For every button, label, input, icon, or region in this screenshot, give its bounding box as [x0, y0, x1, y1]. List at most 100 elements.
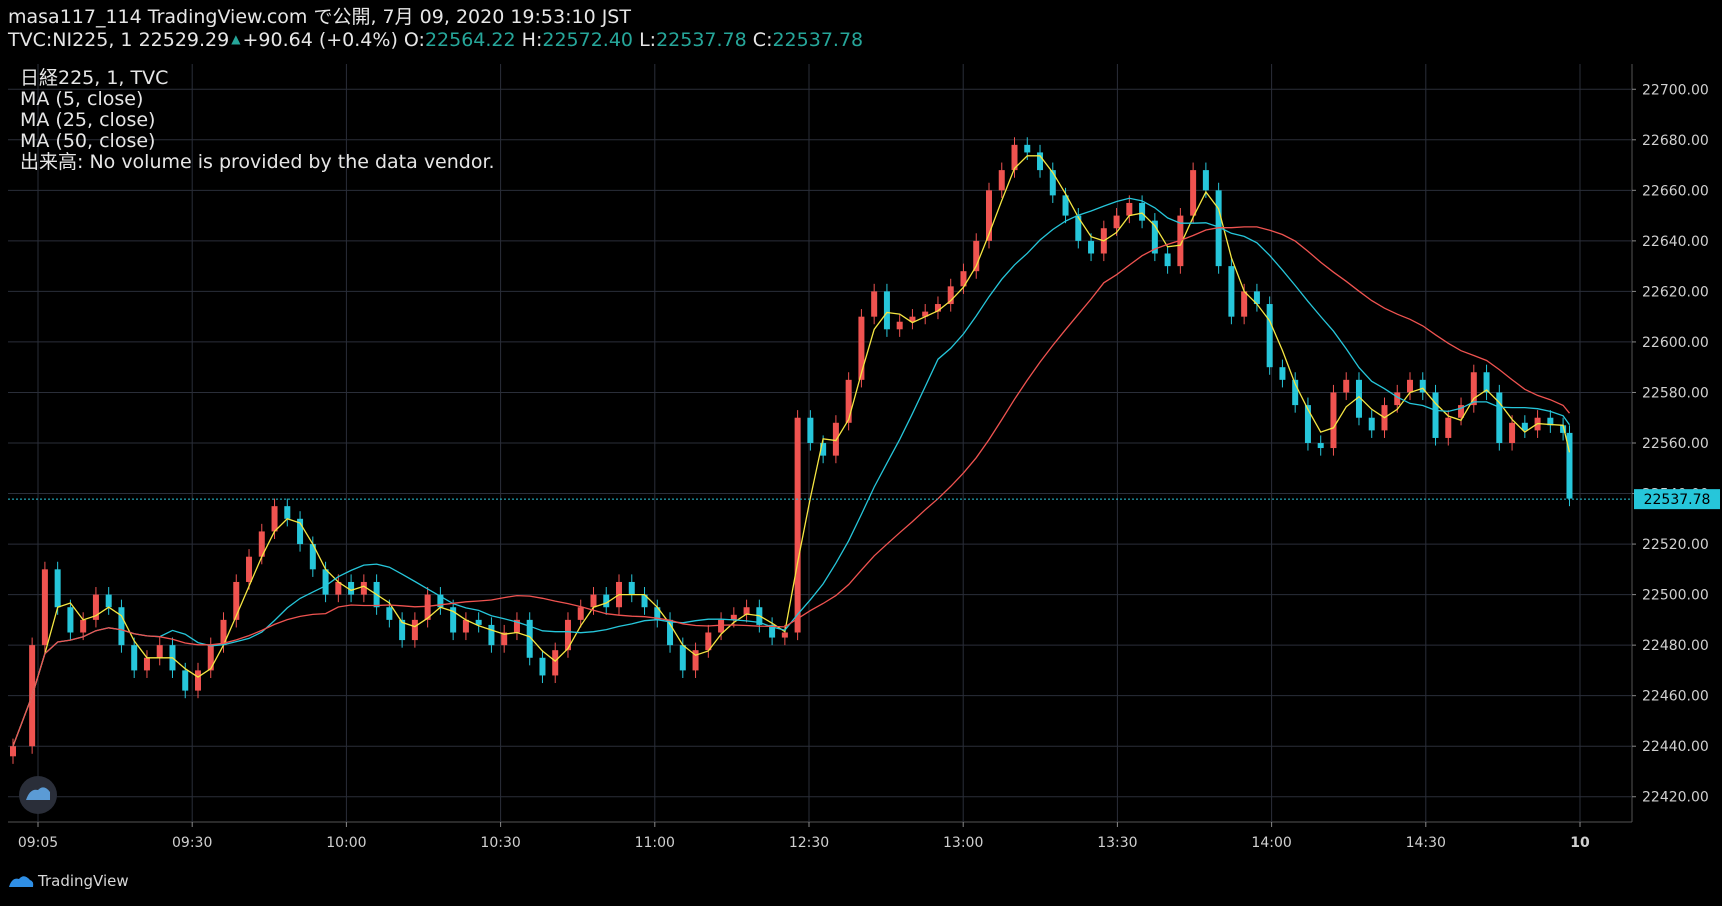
- candle-body: [1304, 405, 1311, 443]
- candle-body: [475, 619, 482, 625]
- candle-body: [67, 607, 74, 633]
- candle-body: [1407, 379, 1414, 393]
- candle-body: [348, 581, 355, 595]
- candle-body: [513, 619, 520, 633]
- last-value: 22529.29: [138, 29, 230, 51]
- candle-body: [1521, 422, 1528, 431]
- candle-body: [1458, 405, 1465, 418]
- candle-body: [143, 657, 150, 671]
- candle-body: [743, 607, 750, 615]
- candle-body: [10, 746, 16, 757]
- legend-symbol[interactable]: 日経225, 1, TVC: [20, 67, 169, 89]
- candle-body: [1126, 202, 1133, 216]
- time-tick-label: 14:30: [1406, 835, 1446, 851]
- footer-brand[interactable]: TradingView: [8, 872, 129, 890]
- price-tick-label: 22700.00: [1642, 82, 1709, 98]
- indicator-legend: 日経225, 1, TVC MA (5, close) MA (25, clos…: [20, 68, 495, 173]
- candle-body: [1151, 220, 1158, 254]
- high-label: H:: [521, 29, 543, 51]
- candle-body: [845, 379, 852, 423]
- close-value: 22537.78: [772, 29, 864, 51]
- candle-body: [1139, 202, 1146, 221]
- chart-logo-badge[interactable]: [19, 776, 57, 814]
- candle-body: [526, 619, 533, 658]
- candle-body: [858, 316, 865, 380]
- time-tick-label: 13:30: [1097, 835, 1137, 851]
- last-price-box: [1634, 489, 1720, 510]
- time-tick-label: 12:30: [789, 835, 829, 851]
- candle-body: [1292, 379, 1299, 406]
- publish-info: masa117_114 TradingView.com で公開, 7月 09, …: [8, 6, 631, 28]
- candle-body: [883, 291, 890, 330]
- low-value: 22537.78: [656, 29, 747, 51]
- candle-body: [131, 645, 138, 671]
- open-label: O:: [403, 29, 425, 51]
- candle-body: [667, 619, 674, 646]
- candle-body: [450, 607, 457, 633]
- candle-body: [679, 645, 686, 671]
- price-tick-label: 22480.00: [1642, 638, 1709, 654]
- candle-body: [564, 619, 571, 651]
- candle-body: [577, 607, 584, 620]
- candle-series: [10, 137, 1573, 764]
- price-axis: 22700.00 22680.00 22660.00 22640.00 22620.00…: [1632, 82, 1709, 806]
- candle-body: [922, 311, 929, 317]
- candle-body: [552, 650, 559, 676]
- candle-body: [832, 422, 839, 456]
- candle-body: [896, 321, 903, 330]
- candle-body: [1253, 291, 1260, 305]
- ma50-line: [12, 226, 1571, 747]
- candle-body: [1024, 144, 1031, 153]
- candle-body: [1049, 170, 1056, 196]
- candle-body: [80, 619, 87, 633]
- price-tick-label: 22660.00: [1642, 183, 1709, 199]
- time-tick-label: 13:00: [943, 835, 983, 851]
- candle-body: [1483, 372, 1490, 393]
- ma25-line: [12, 197, 1571, 747]
- chart-header: masa117_114 TradingView.com で公開, 7月 09, …: [8, 6, 863, 51]
- candle-body: [1496, 392, 1503, 443]
- candle-body: [628, 581, 635, 595]
- candle-body: [1279, 367, 1286, 380]
- time-tick-label: 10: [1570, 835, 1590, 851]
- price-tick-label: 22460.00: [1642, 689, 1709, 705]
- price-tick-label: 22420.00: [1642, 790, 1709, 806]
- time-tick-label: 11:00: [635, 835, 675, 851]
- brand-name: TradingView: [38, 872, 129, 890]
- legend-volume[interactable]: 出来高: No volume is provided by the data v…: [20, 151, 495, 173]
- candle-body: [705, 632, 712, 651]
- time-tick-label: 09:30: [172, 835, 212, 851]
- candle-body: [322, 569, 329, 595]
- price-tick-label: 22520.00: [1642, 537, 1709, 553]
- candle-body: [641, 594, 648, 608]
- candle-body: [182, 670, 189, 691]
- candle-body: [1394, 392, 1401, 406]
- price-tick-label: 22620.00: [1642, 284, 1709, 300]
- tradingview-logo-icon: [9, 876, 34, 887]
- high-value: 22572.40: [542, 29, 634, 51]
- candle-body: [692, 650, 699, 671]
- candle-body: [871, 291, 878, 317]
- close-label: C:: [752, 29, 773, 51]
- candle-body: [1062, 195, 1069, 216]
- candle-body: [1355, 379, 1362, 418]
- candle-body: [1202, 170, 1209, 191]
- legend-ma5[interactable]: MA (5, close): [20, 88, 144, 110]
- time-axis: 09:05 09:30 10:00 10:30 11:00 12:30 13:00 13:30…: [18, 822, 1590, 851]
- candle-body: [603, 594, 610, 608]
- candle-body: [654, 607, 661, 620]
- candle-body: [960, 271, 967, 287]
- candle-body: [54, 569, 61, 608]
- price-tick-label: 22640.00: [1642, 234, 1709, 250]
- candle-body: [360, 581, 367, 595]
- candle-body: [1509, 422, 1516, 443]
- legend-ma25[interactable]: MA (25, close): [20, 109, 156, 131]
- candle-body: [1343, 379, 1350, 393]
- candle-body: [424, 594, 431, 620]
- candle-body: [973, 240, 980, 272]
- candle-body: [335, 581, 342, 595]
- chart-grid: [8, 64, 1633, 823]
- legend-ma50[interactable]: MA (50, close): [20, 130, 156, 152]
- candle-body: [1113, 215, 1120, 229]
